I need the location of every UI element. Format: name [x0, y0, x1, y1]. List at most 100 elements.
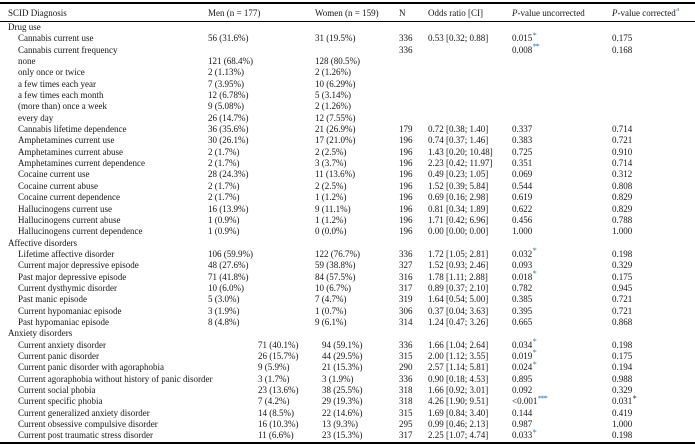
n-value: 336 [399, 373, 413, 384]
odds-ratio-value: 0.99 [0.46; 2.13] [428, 419, 489, 430]
diagnosis-label: (more than) once a week [18, 101, 107, 112]
p-uncorrected-value: 0.032* [512, 246, 537, 259]
table-row-past-hypomaniac-episode: Past hypomaniac episode 8 (4.8%) 9 (6.1%) 3… [0, 317, 695, 328]
odds-ratio-value: 0.53 [0.32; 0.88] [428, 33, 489, 44]
women-value [315, 45, 399, 56]
n-value [399, 101, 428, 112]
odds-ratio-value: 1.64 [0.54; 5.00] [428, 294, 489, 305]
diagnosis-label: every day [18, 112, 54, 123]
p-uncorrected-value: 0.456 [512, 214, 533, 225]
men-value: 9 (5.08%) [208, 101, 244, 112]
diagnosis-label: Current dysthymic disorder [18, 282, 117, 293]
p-uncorrected-value: 0.033* [512, 427, 537, 441]
significance-stars: * [632, 393, 637, 403]
p-corrected-value [612, 113, 695, 124]
men-value: 14 (8.5%) [258, 407, 294, 418]
women-value: 17 (21.0%) [315, 135, 356, 146]
p-corrected-value: 0.419 [612, 407, 633, 418]
women-value: 1 (0.7%) [315, 305, 347, 316]
men-value: 56 (31.6%) [208, 33, 249, 44]
table-row-cocaine-current-use: Cocaine current use 28 (24.3%) 11 (13.6%) 1… [0, 169, 695, 180]
men-value: 26 (15.7%) [258, 350, 299, 361]
p-corrected-value [612, 90, 695, 101]
p-corrected-value: 0.714 [612, 124, 633, 135]
p-uncorrected-value: 0.018* [512, 269, 537, 282]
women-value: 10 (6.29%) [315, 78, 356, 89]
table-row-current-dysthymic-disorder: Current dysthymic disorder 10 (6.0%) 10 (6… [0, 283, 695, 294]
p-corrected-value: 0.721 [612, 135, 633, 146]
n-value: 327 [399, 260, 413, 271]
diagnosis-label: Cannabis lifetime dependence [18, 124, 127, 135]
p-uncorrected-value [512, 67, 612, 78]
men-value: 12 (6.78%) [208, 90, 249, 101]
women-value: 1 (1.2%) [315, 214, 347, 225]
n-value [399, 56, 428, 67]
n-value [399, 113, 428, 124]
column-header-odds-ratio-ci: Odds ratio [CI] [428, 7, 483, 18]
diagnosis-label: Cannabis current frequency [18, 44, 118, 55]
men-value: 10 (6.0%) [208, 282, 244, 293]
table-row-cannabis-current-use: Cannabis current use 56 (31.6%) 31 (19.5%)… [0, 30, 695, 44]
men-value [208, 45, 315, 56]
p-corrected-value: 0.312 [612, 169, 633, 180]
italic-p: P [612, 7, 618, 18]
table-row-hallucinogens-current-abuse: Hallucinogens current abuse 1 (0.9%) 1 (1.… [0, 215, 695, 226]
p-corrected-value: 0.198 [612, 248, 633, 259]
section-title: Affective disorders [8, 237, 78, 248]
odds-ratio-value: 2.57 [1.14; 5.81] [428, 362, 489, 373]
odds-ratio-value: 1.78 [1.11; 2.88] [428, 271, 488, 282]
p-uncorrected-value: 0.782 [512, 282, 533, 293]
column-header-scid-diagnosis: SCID Diagnosis [8, 7, 67, 18]
diagnosis-label: Cocaine current abuse [18, 180, 98, 191]
significance-stars: * [532, 348, 537, 358]
n-value: 196 [399, 169, 413, 180]
table-row-current-post-traumatic-stress-disorder: Current post traumatic stress disorder 11… [0, 427, 695, 441]
p-uncorrected-value: 0.015* [512, 30, 537, 44]
table-row-hallucinogens-current-use: Hallucinogens current use 16 (13.9%) 9 (11… [0, 204, 695, 215]
column-header-p-value-uncorrected: P-value uncorrected [512, 7, 585, 18]
men-value: 71 (41.8%) [208, 271, 249, 282]
men-value: 23 (13.6%) [258, 385, 299, 395]
women-value: 21 (15.3%) [322, 362, 363, 373]
odds-ratio-value: 0.37 [0.04; 3.63] [428, 305, 489, 316]
p-uncorrected-value: 0.144 [512, 407, 533, 418]
table-row-only-once-or-twice: only once or twice 2 (1.13%) 2 (1.26%) [0, 67, 695, 78]
p-corrected-value: 0.714 [612, 158, 633, 169]
women-value: 59 (38.8%) [315, 260, 356, 271]
p-corrected-value: 0.194 [612, 362, 633, 373]
women-value: 13 (9.3%) [322, 419, 358, 430]
table-row-current-social-phobia: Current social phobia 23 (13.6%) 38 (25.5%… [0, 385, 695, 396]
table-row-a-few-times-each-month: a few times each month 12 (6.78%) 5 (3.14%… [0, 90, 695, 101]
men-value: 7 (4.2%) [258, 396, 290, 407]
p-uncorrected-value: 0.092 [512, 385, 533, 395]
n-value: 295 [399, 419, 413, 430]
odds-ratio-value [428, 101, 512, 112]
diagnosis-label: Current generalized anxiety disorder [18, 407, 150, 418]
n-value: 319 [399, 294, 413, 305]
n-value: 317 [399, 282, 413, 293]
women-value: 5 (3.14%) [315, 90, 351, 101]
diagnosis-label: Current obsessive compulsive disorder [18, 419, 158, 430]
n-value: 318 [399, 385, 413, 395]
odds-ratio-value: 0.81 [0.34; 1.89] [428, 203, 489, 214]
p-corrected-value: 0.198 [612, 430, 633, 441]
p-uncorrected-value: 0.008** [512, 42, 540, 55]
n-value: 318 [399, 396, 413, 407]
men-value: 9 (5.9%) [258, 362, 290, 373]
p-uncorrected-value: 0.034* [512, 337, 537, 350]
significance-stars: * [532, 246, 537, 256]
diagnosis-label: Current panic disorder with agoraphobia [18, 362, 164, 373]
p-uncorrected-value: 0.619 [512, 192, 533, 203]
p-corrected-value: 0.829 [612, 192, 633, 203]
odds-ratio-value: 1.52 [0.39; 5.84] [428, 180, 489, 191]
section-row-drug-use: Drug use [0, 22, 695, 33]
diagnosis-label: only once or twice [18, 67, 85, 78]
men-value: 3 (1.9%) [208, 305, 240, 316]
odds-ratio-value [428, 113, 512, 124]
p-uncorrected-value: 0.665 [512, 316, 533, 327]
diagnosis-label: Current post traumatic stress disorder [18, 430, 153, 441]
men-value: 2 (1.7%) [208, 146, 240, 157]
p-uncorrected-value [512, 113, 612, 124]
women-value: 3 (3.7%) [315, 158, 347, 169]
